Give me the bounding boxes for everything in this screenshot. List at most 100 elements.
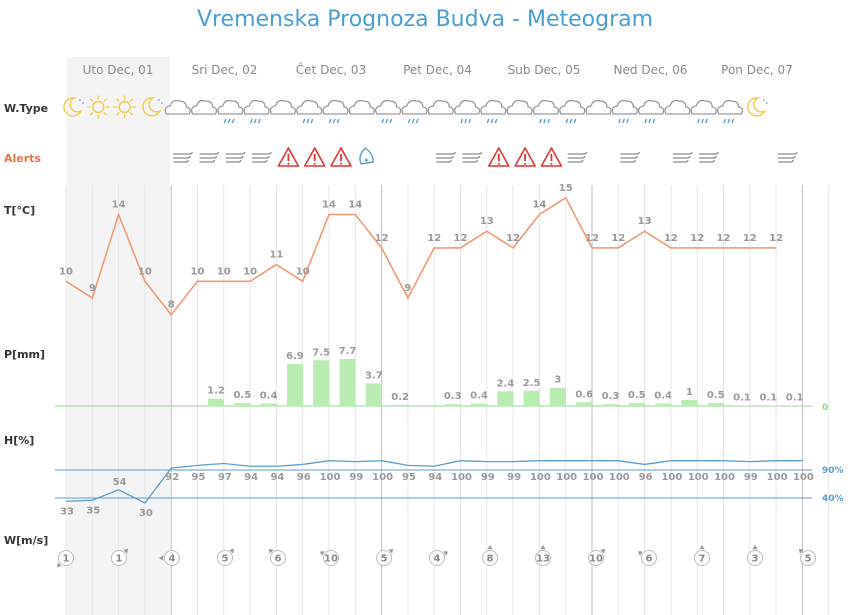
rain-drop	[249, 118, 253, 124]
warning-icon	[330, 147, 352, 167]
wind-stroke	[462, 155, 481, 159]
humidity-value-label: 35	[86, 505, 100, 516]
wind-direction-arrow	[798, 548, 804, 554]
precip-value-label: 0.4	[470, 391, 488, 402]
rain-drop	[310, 118, 314, 124]
wind-speed-label: 3	[752, 554, 759, 565]
temp-value-label: 12	[769, 233, 783, 244]
precip-value-label: 2.5	[523, 378, 541, 389]
humidity-value-label: 94	[428, 472, 442, 483]
precip-bar	[602, 404, 619, 406]
temp-value-label: 10	[296, 266, 310, 277]
cloud-shape	[269, 99, 297, 115]
cloud-icon	[217, 99, 244, 124]
temp-value-label: 12	[717, 233, 731, 244]
cloud-icon	[532, 99, 560, 124]
precip-bar	[471, 403, 487, 406]
humidity-value-label: 95	[402, 472, 416, 483]
star-dot	[762, 99, 765, 101]
wind-stroke	[252, 151, 272, 155]
wind-stroke	[436, 151, 456, 155]
wind-marker: 4	[429, 550, 449, 566]
humidity-value-label: 30	[139, 508, 153, 519]
rain-drop	[302, 118, 306, 124]
moon-shape	[63, 97, 83, 117]
wind-speed-circle	[217, 550, 233, 566]
cloud-shape	[401, 99, 428, 115]
rain-drop	[257, 118, 261, 124]
wind-speed-label: 5	[381, 554, 388, 565]
wind-marker: 5	[376, 548, 394, 566]
precip-value-label: 0.5	[628, 390, 646, 401]
temp-value-label: 12	[585, 233, 599, 244]
rain-drop	[705, 118, 708, 124]
day-label: Uto Dec, 01	[83, 63, 154, 77]
cloud-icon	[559, 99, 586, 124]
temp-value-label: 10	[59, 266, 73, 277]
sun-ray	[116, 98, 120, 102]
weather-type-icons	[63, 95, 768, 124]
precip-bar	[786, 405, 803, 406]
cloud-icon	[638, 99, 665, 124]
humidity-row-label: H[%]	[4, 434, 34, 447]
rain-drop	[731, 118, 735, 124]
wind-icon	[199, 151, 220, 163]
cloud-icon	[480, 99, 507, 124]
rain-drop	[332, 118, 336, 124]
cloud-shape	[322, 99, 349, 115]
rain-drop	[306, 118, 310, 124]
wind-speed-circle	[164, 550, 180, 566]
moon-shape	[142, 97, 162, 117]
temp-value-label: 10	[217, 266, 231, 277]
precip-value-label: 0.6	[575, 389, 593, 400]
wind-marker: 4	[159, 550, 180, 566]
temperature-series: 10 9 14 10 8 10 10 10 11 10 14 14 12 9 12 12 13 12 14 15 12 1…	[59, 183, 783, 316]
rain-drop	[539, 118, 543, 124]
wind-speed-circle	[588, 550, 604, 566]
day-header-row: Uto Dec, 01 Sri Dec, 02 Čet Dec, 03 Pet Dec…	[83, 62, 793, 77]
wind-direction-arrow	[56, 562, 62, 568]
wind-speed-label: 13	[536, 554, 550, 565]
precip-bar	[734, 405, 750, 406]
wind-stroke	[672, 151, 693, 155]
wind-icon	[699, 151, 719, 163]
precip-value-label: 0.3	[602, 391, 620, 402]
humidity-value-label: 100	[661, 472, 682, 483]
wind-speed-label: 5	[805, 554, 812, 565]
rain-drop	[543, 118, 547, 124]
wind-stroke	[199, 155, 218, 159]
humidity-line	[65, 460, 803, 504]
humidity-value-label: 100	[688, 472, 709, 483]
wind-stroke	[778, 155, 796, 159]
wind-speed-circle	[694, 550, 710, 566]
cloud-shape	[532, 99, 560, 115]
warning-dot	[497, 162, 500, 165]
rain-drop	[569, 118, 573, 124]
temp-value-label: 10	[243, 266, 257, 277]
wind-direction-arrow	[699, 545, 705, 550]
wind-marker: 1	[56, 550, 74, 568]
wind-direction-arrow	[487, 545, 493, 550]
wind-marker: 5	[798, 548, 816, 566]
rain-drop	[644, 118, 648, 124]
cloud-icon	[585, 99, 612, 115]
cloud-shape	[585, 99, 612, 115]
precip-bar	[313, 360, 330, 406]
humidity-value-label: 97	[218, 472, 232, 483]
warning-dot	[340, 162, 342, 165]
precip-value-label: 0.5	[707, 390, 725, 401]
temp-value-label: 11	[269, 250, 283, 261]
humidity-value-label: 96	[297, 472, 311, 483]
warning-icon	[277, 147, 300, 167]
wind-stroke	[778, 159, 794, 163]
precip-value-label: 1.2	[207, 386, 225, 397]
wind-direction-arrow	[752, 545, 758, 550]
cloud-icon	[190, 99, 218, 115]
wind-stroke	[199, 151, 220, 155]
sun-ray	[116, 112, 120, 116]
precip-value-label: 7.7	[339, 346, 357, 357]
wind-marker: 8	[482, 545, 498, 566]
precip-value-label: 0.5	[233, 390, 251, 401]
cloud-icon	[243, 99, 270, 124]
humidity-value-label: 100	[320, 472, 341, 483]
